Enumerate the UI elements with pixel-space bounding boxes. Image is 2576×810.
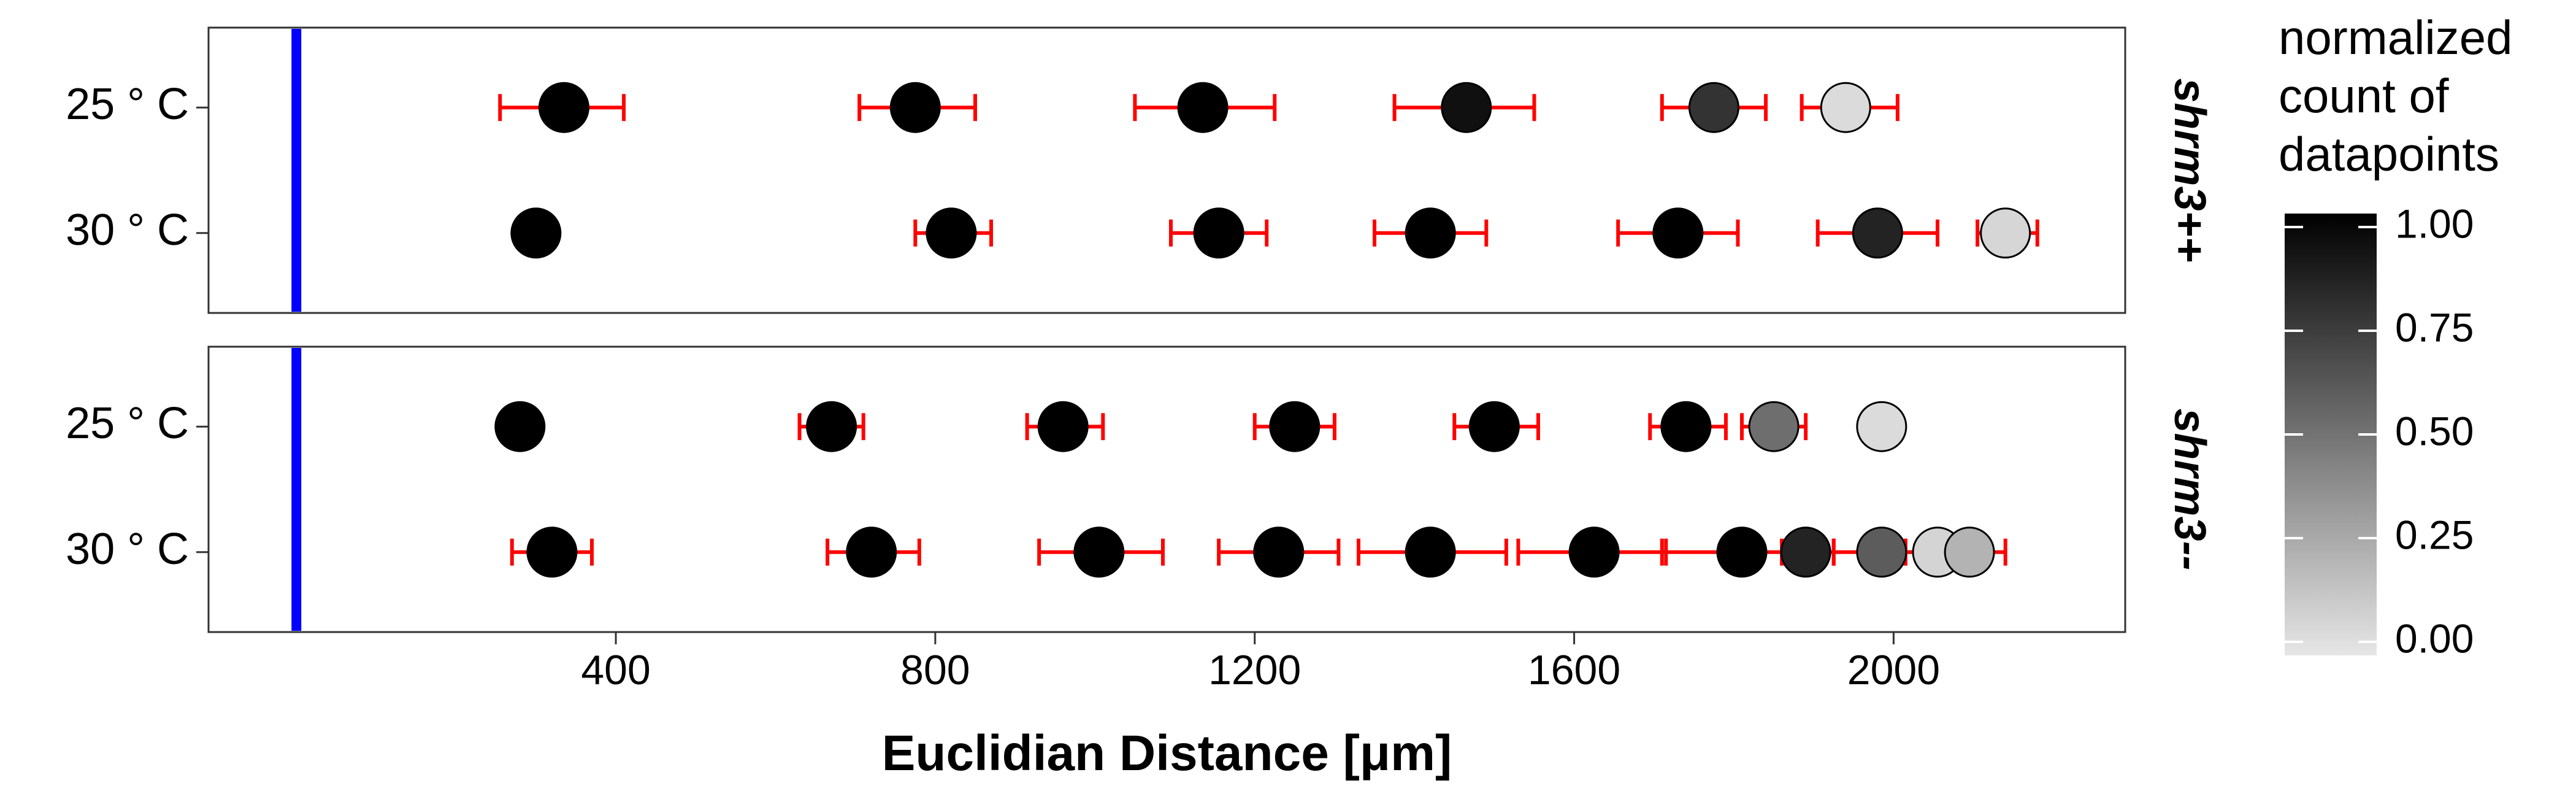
data-point (526, 526, 578, 578)
panel-strip-label: shrm3++ (2165, 78, 2214, 262)
data-point (1820, 82, 1871, 133)
legend-tick-label: 0.00 (2395, 615, 2474, 661)
legend-tick-label: 0.75 (2395, 304, 2474, 350)
legend-title-line: count of (2279, 69, 2449, 123)
data-point (1856, 526, 1907, 578)
data-point (1405, 526, 1456, 578)
panel-frame (207, 26, 2126, 314)
x-tick-label: 800 (900, 647, 970, 693)
x-tick-label: 1200 (1208, 647, 1301, 693)
data-point (1253, 526, 1305, 578)
data-point (1568, 526, 1620, 578)
y-tick-label: 25 ° C (66, 80, 189, 129)
data-point (926, 207, 977, 259)
data-point (1748, 401, 1800, 452)
legend-title-line: datapoints (2279, 127, 2499, 181)
x-axis-title: Euclidian Distance [μm] (882, 725, 1452, 781)
data-point (1980, 207, 2031, 259)
x-tick-label: 2000 (1847, 647, 1940, 693)
legend-tick-label: 0.25 (2395, 512, 2474, 557)
data-point (1856, 401, 1907, 452)
data-point (1269, 401, 1321, 452)
data-point (1441, 82, 1492, 133)
legend-tick-label: 0.50 (2395, 408, 2474, 453)
data-point (1037, 401, 1089, 452)
y-tick-label: 30 ° C (66, 206, 189, 255)
data-point (1177, 82, 1229, 133)
x-tick-label: 400 (581, 647, 650, 693)
data-point (538, 82, 589, 133)
data-point (1688, 82, 1739, 133)
y-tick-label: 30 ° C (66, 525, 189, 574)
x-tick-label: 1600 (1528, 647, 1620, 693)
y-tick-label: 25 ° C (66, 399, 189, 448)
data-point (1660, 401, 1712, 452)
data-point (1780, 526, 1831, 578)
data-point (1852, 207, 1903, 259)
data-point (1405, 207, 1456, 259)
data-point (510, 207, 562, 259)
data-point (1652, 207, 1704, 259)
data-point (1468, 401, 1520, 452)
data-point (1716, 526, 1768, 578)
data-point (889, 82, 941, 133)
legend-tick-label: 1.00 (2395, 201, 2474, 246)
panel-frame (207, 345, 2126, 633)
data-point (1073, 526, 1125, 578)
data-point (1944, 526, 1995, 578)
data-point (1193, 207, 1244, 259)
data-point (494, 401, 546, 452)
data-point (846, 526, 897, 578)
legend-title-line: normalized (2279, 10, 2513, 64)
panel-strip-label: shrm3-- (2165, 408, 2214, 570)
data-point (806, 401, 857, 452)
